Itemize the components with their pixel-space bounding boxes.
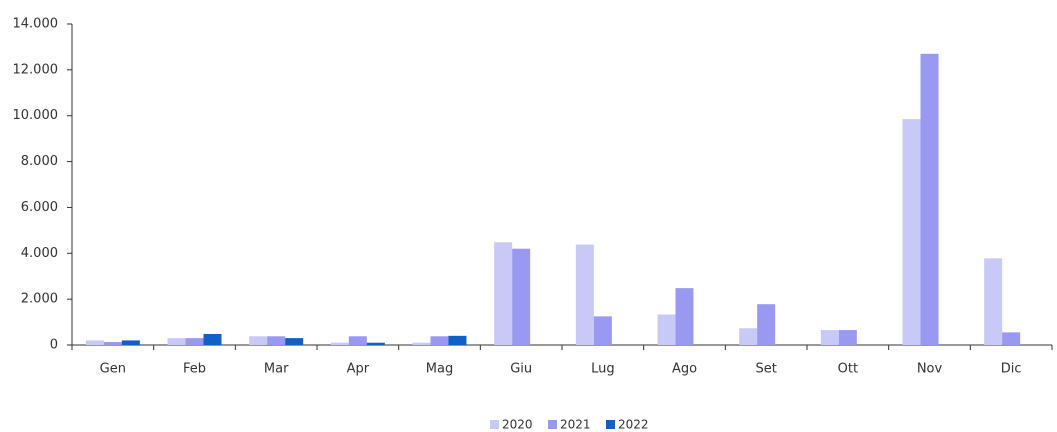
legend-label: 2020 [502, 418, 533, 432]
bar [348, 336, 367, 345]
bar [512, 248, 531, 345]
y-tick-label: 8.000 [21, 154, 58, 169]
bar [902, 119, 921, 346]
bar [657, 314, 676, 345]
x-tick-label: Mag [426, 362, 453, 377]
bar [593, 316, 612, 345]
y-tick-label: 14.000 [13, 17, 59, 32]
legend-label: 2021 [560, 418, 591, 432]
bar [330, 342, 349, 345]
bar [412, 342, 431, 345]
bar [85, 340, 104, 345]
x-tick-label: Ott [838, 362, 858, 377]
y-tick-label: 10.000 [13, 108, 59, 123]
x-tick-label: Apr [347, 362, 370, 377]
bar [575, 244, 594, 345]
x-tick-label: Gen [100, 362, 126, 377]
x-tick-label: Set [755, 362, 776, 377]
y-tick-label: 6.000 [21, 200, 58, 215]
x-tick-label: Lug [591, 362, 615, 377]
bar [185, 338, 204, 345]
y-tick-label: 0 [50, 338, 58, 353]
y-tick-label: 12.000 [13, 62, 59, 77]
bar [820, 330, 839, 345]
x-tick-label: Dic [1001, 362, 1022, 377]
bar [249, 336, 268, 345]
bar [757, 304, 776, 345]
bar [984, 258, 1003, 345]
legend-swatch [606, 420, 615, 429]
x-tick-label: Mar [264, 362, 289, 377]
y-tick-label: 2.000 [21, 292, 58, 307]
bar [285, 338, 304, 345]
bar [121, 340, 140, 345]
bar [267, 336, 286, 345]
x-tick-label: Feb [183, 362, 206, 377]
bar [366, 342, 385, 345]
bar [920, 53, 939, 346]
bar [430, 336, 449, 345]
x-tick-label: Giu [510, 362, 532, 377]
bar [203, 333, 222, 345]
bar [167, 338, 186, 345]
bar [103, 342, 122, 345]
bar [838, 330, 857, 345]
bar [448, 335, 467, 345]
bar [675, 288, 694, 345]
y-tick-label: 4.000 [21, 246, 58, 261]
x-tick-label: Nov [917, 362, 943, 377]
bar [1002, 332, 1021, 345]
legend-label: 2022 [618, 418, 649, 432]
legend-swatch [490, 420, 499, 429]
legend-swatch [548, 420, 557, 429]
bar [739, 328, 758, 345]
bar [494, 242, 513, 345]
x-tick-label: Ago [672, 362, 697, 377]
